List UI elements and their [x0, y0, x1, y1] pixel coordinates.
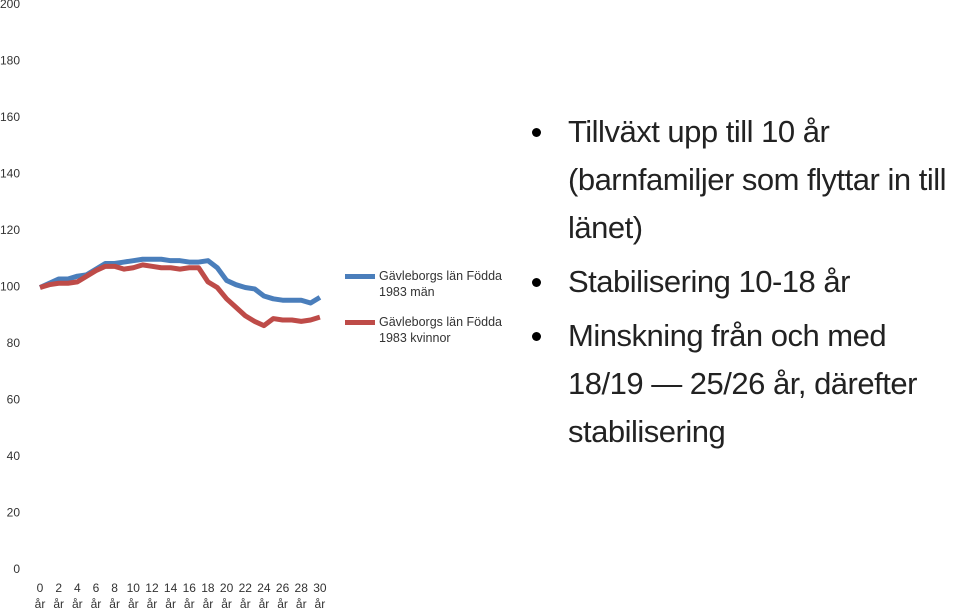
legend-swatch: [345, 274, 375, 279]
y-tick-label: 160: [0, 110, 20, 124]
y-tick-label: 0: [13, 562, 20, 576]
legend-label: Gävleborgs län Födda 1983 män: [379, 269, 502, 299]
x-tick-label: 4 år: [71, 581, 83, 611]
x-tick-label: 18 år: [201, 581, 215, 611]
y-tick-label: 40: [7, 449, 21, 463]
x-tick-label: 14 år: [163, 581, 178, 611]
x-tick-label: 30 år: [313, 581, 327, 611]
line-series: [39, 262, 321, 329]
x-tick-label: 26 år: [275, 581, 290, 611]
x-tick-label: 0 år: [34, 581, 46, 611]
y-tick-label: 100: [0, 280, 20, 294]
bullet-item: Minskning från och med 18/19 — 25/26 år,…: [530, 312, 959, 456]
bullet-list: Tillväxt upp till 10 år (barnfamiljer so…: [530, 108, 959, 462]
x-tick-label: 20 år: [219, 581, 234, 611]
legend-item: Gävleborgs län Födda 1983 män: [345, 268, 504, 300]
x-tick-label: 6 år: [90, 581, 102, 611]
x-tick-label: 24 år: [257, 581, 271, 611]
x-tick-label: 8 år: [109, 581, 120, 611]
y-tick-label: 80: [7, 336, 21, 350]
x-tick-label: 16 år: [182, 581, 196, 611]
y-tick-label: 200: [0, 0, 20, 11]
x-tick-label: 12 år: [145, 581, 159, 611]
legend-item: Gävleborgs län Födda 1983 kvinnor: [345, 314, 504, 346]
bullet-item: Tillväxt upp till 10 år (barnfamiljer so…: [530, 108, 959, 252]
legend-label: Gävleborgs län Födda 1983 kvinnor: [379, 315, 502, 345]
y-tick-label: 120: [0, 223, 20, 237]
bullet-item: Stabilisering 10-18 år: [530, 258, 959, 306]
y-tick-label: 180: [0, 54, 20, 68]
legend-swatch: [345, 320, 375, 325]
x-tick-label: 2 år: [53, 581, 64, 611]
y-tick-label: 60: [7, 393, 21, 407]
y-tick-label: 20: [7, 506, 21, 520]
y-tick-label: 140: [0, 167, 20, 181]
x-tick-label: 10 år: [126, 581, 140, 611]
x-tick-label: 22 år: [238, 581, 252, 611]
x-tick-label: 28 år: [294, 581, 308, 611]
